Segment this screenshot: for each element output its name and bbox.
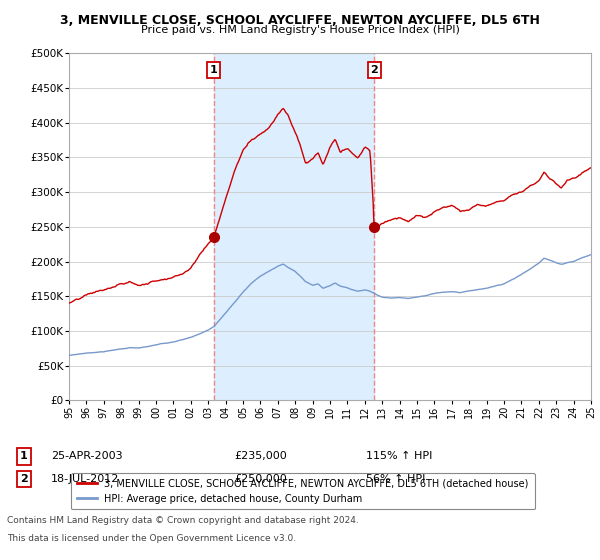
Text: £250,000: £250,000 [234,474,287,484]
Text: 3, MENVILLE CLOSE, SCHOOL AYCLIFFE, NEWTON AYCLIFFE, DL5 6TH: 3, MENVILLE CLOSE, SCHOOL AYCLIFFE, NEWT… [60,14,540,27]
Legend: 3, MENVILLE CLOSE, SCHOOL AYCLIFFE, NEWTON AYCLIFFE, DL5 6TH (detached house), H: 3, MENVILLE CLOSE, SCHOOL AYCLIFFE, NEWT… [71,473,535,510]
Text: 1: 1 [210,65,218,75]
Text: 56% ↑ HPI: 56% ↑ HPI [366,474,425,484]
Text: Price paid vs. HM Land Registry's House Price Index (HPI): Price paid vs. HM Land Registry's House … [140,25,460,35]
Text: 18-JUL-2012: 18-JUL-2012 [51,474,119,484]
Text: 1: 1 [20,451,28,461]
Text: £235,000: £235,000 [234,451,287,461]
Text: This data is licensed under the Open Government Licence v3.0.: This data is licensed under the Open Gov… [7,534,296,543]
Bar [214,53,374,400]
Text: 2: 2 [20,474,28,484]
Text: Contains HM Land Registry data © Crown copyright and database right 2024.: Contains HM Land Registry data © Crown c… [7,516,359,525]
Text: 25-APR-2003: 25-APR-2003 [51,451,122,461]
Text: 115% ↑ HPI: 115% ↑ HPI [366,451,433,461]
Text: 2: 2 [370,65,378,75]
